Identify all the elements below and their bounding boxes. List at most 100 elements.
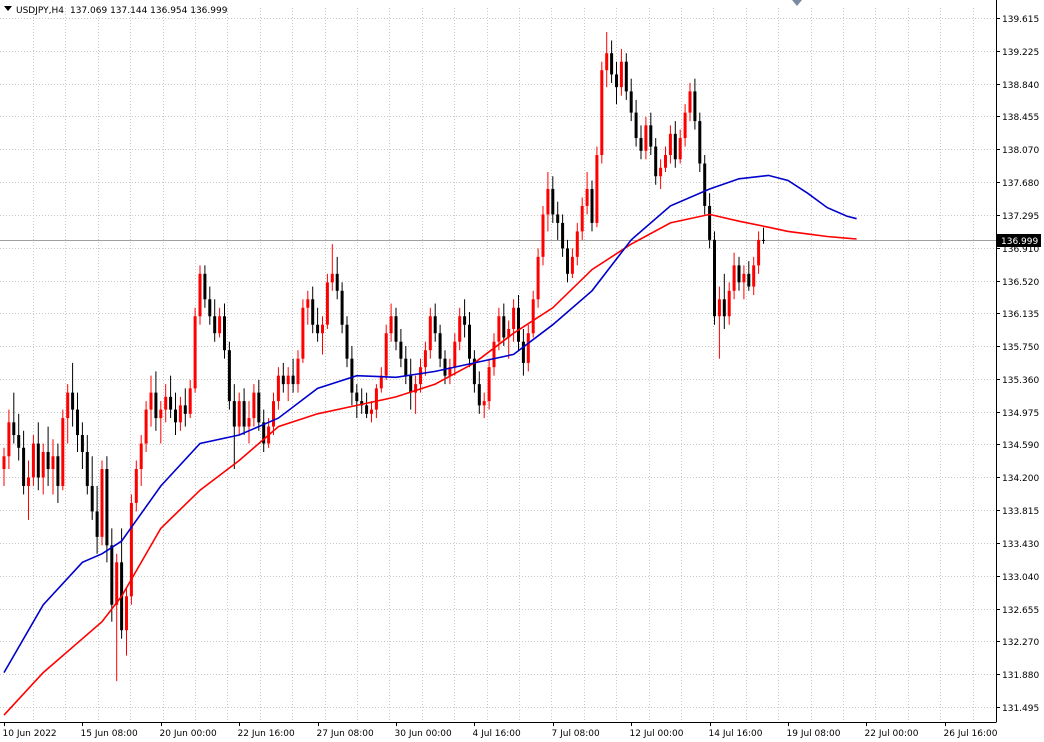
candle-body	[757, 239, 761, 266]
x-tick-label: 10 Jun 2022	[3, 729, 57, 739]
candle	[742, 265, 746, 300]
candle	[752, 256, 756, 296]
candle	[125, 587, 128, 656]
candle-body	[56, 456, 60, 486]
candle	[477, 371, 481, 414]
candle	[76, 392, 79, 453]
candle	[610, 40, 614, 83]
candle	[306, 290, 310, 325]
candle	[409, 358, 413, 410]
x-tick-label: 14 Jul 16:00	[709, 729, 763, 739]
candle-body	[51, 456, 55, 469]
candle	[360, 388, 364, 414]
candle-body	[492, 341, 496, 368]
candle	[654, 138, 658, 185]
candle-body	[497, 316, 501, 342]
candle-body	[345, 324, 349, 359]
candle-body	[414, 384, 418, 393]
candle	[183, 388, 187, 427]
candle	[159, 401, 163, 444]
candle-body	[541, 214, 545, 257]
candle-body	[350, 358, 354, 393]
y-tick-label: 137.295	[1002, 212, 1039, 222]
candle-body	[311, 299, 315, 325]
candle-body	[154, 392, 158, 419]
candle-body	[673, 133, 677, 160]
candle	[472, 350, 476, 393]
candle-body	[374, 388, 378, 410]
axes	[0, 0, 997, 723]
y-tick-label: 138.840	[1002, 81, 1039, 91]
candle-body	[139, 443, 143, 469]
candle	[747, 261, 751, 291]
candle-body	[556, 214, 560, 223]
candle	[95, 485, 99, 554]
candle-body	[325, 282, 329, 325]
candle	[120, 528, 124, 639]
candle-body	[737, 265, 741, 283]
candle-body	[193, 316, 197, 389]
candle-body	[389, 316, 393, 334]
candle	[85, 435, 89, 495]
candle-body	[453, 341, 457, 368]
candle	[149, 375, 153, 427]
candle-body	[468, 324, 471, 359]
candle-body	[27, 477, 30, 486]
x-tick-label: 15 Jun 08:00	[81, 729, 138, 739]
candle-body	[463, 316, 467, 325]
candle	[193, 307, 197, 393]
candle-body	[762, 239, 765, 241]
candle-body	[159, 409, 163, 419]
candle-body	[90, 485, 94, 512]
candle	[286, 367, 290, 402]
candle	[301, 299, 305, 363]
candle	[242, 388, 246, 436]
candle-body	[257, 392, 261, 423]
candle-body	[276, 375, 280, 402]
candle	[394, 307, 398, 351]
candle-body	[443, 358, 447, 376]
y-axis-ticks: 139.615 139.225 138.840 138.455 138.070 137.6…	[996, 15, 1039, 714]
candle	[619, 48, 623, 96]
candle	[281, 362, 285, 393]
candle	[605, 32, 609, 88]
candle	[296, 350, 300, 393]
candle	[27, 460, 30, 520]
candle	[22, 430, 26, 495]
candle	[384, 324, 388, 380]
candle-body	[169, 396, 173, 410]
candle	[644, 116, 648, 160]
candle	[139, 435, 143, 486]
candle	[164, 384, 168, 423]
candle-body	[105, 468, 109, 546]
candle-body	[242, 401, 246, 427]
candle-body	[693, 91, 697, 122]
candle	[423, 341, 427, 376]
candle-body	[727, 290, 731, 317]
candle	[223, 303, 226, 359]
candle-body	[46, 452, 50, 469]
candle	[134, 460, 138, 512]
candle	[722, 273, 726, 329]
candle-body	[198, 273, 202, 317]
candle-body	[561, 222, 565, 249]
x-tick-label: 22 Jun 16:00	[238, 729, 295, 739]
candle	[458, 307, 462, 351]
candle-body	[125, 596, 128, 631]
candle	[169, 375, 173, 419]
candle-body	[394, 316, 398, 342]
candle	[526, 324, 530, 372]
x-tick-label: 20 Jun 00:00	[160, 729, 217, 739]
y-tick-label: 135.360	[1002, 376, 1039, 386]
candle-body	[732, 265, 736, 291]
candle	[110, 528, 114, 622]
candle-body	[178, 405, 182, 423]
candle	[482, 392, 486, 419]
candle	[639, 125, 643, 160]
candle-body	[708, 205, 712, 240]
ohlc-text: 137.069 137.144 136.954 136.999	[70, 6, 228, 16]
candle-body	[438, 333, 442, 359]
collapse-arrow-icon[interactable]	[4, 6, 12, 11]
scroll-marker-icon[interactable]	[792, 0, 802, 6]
